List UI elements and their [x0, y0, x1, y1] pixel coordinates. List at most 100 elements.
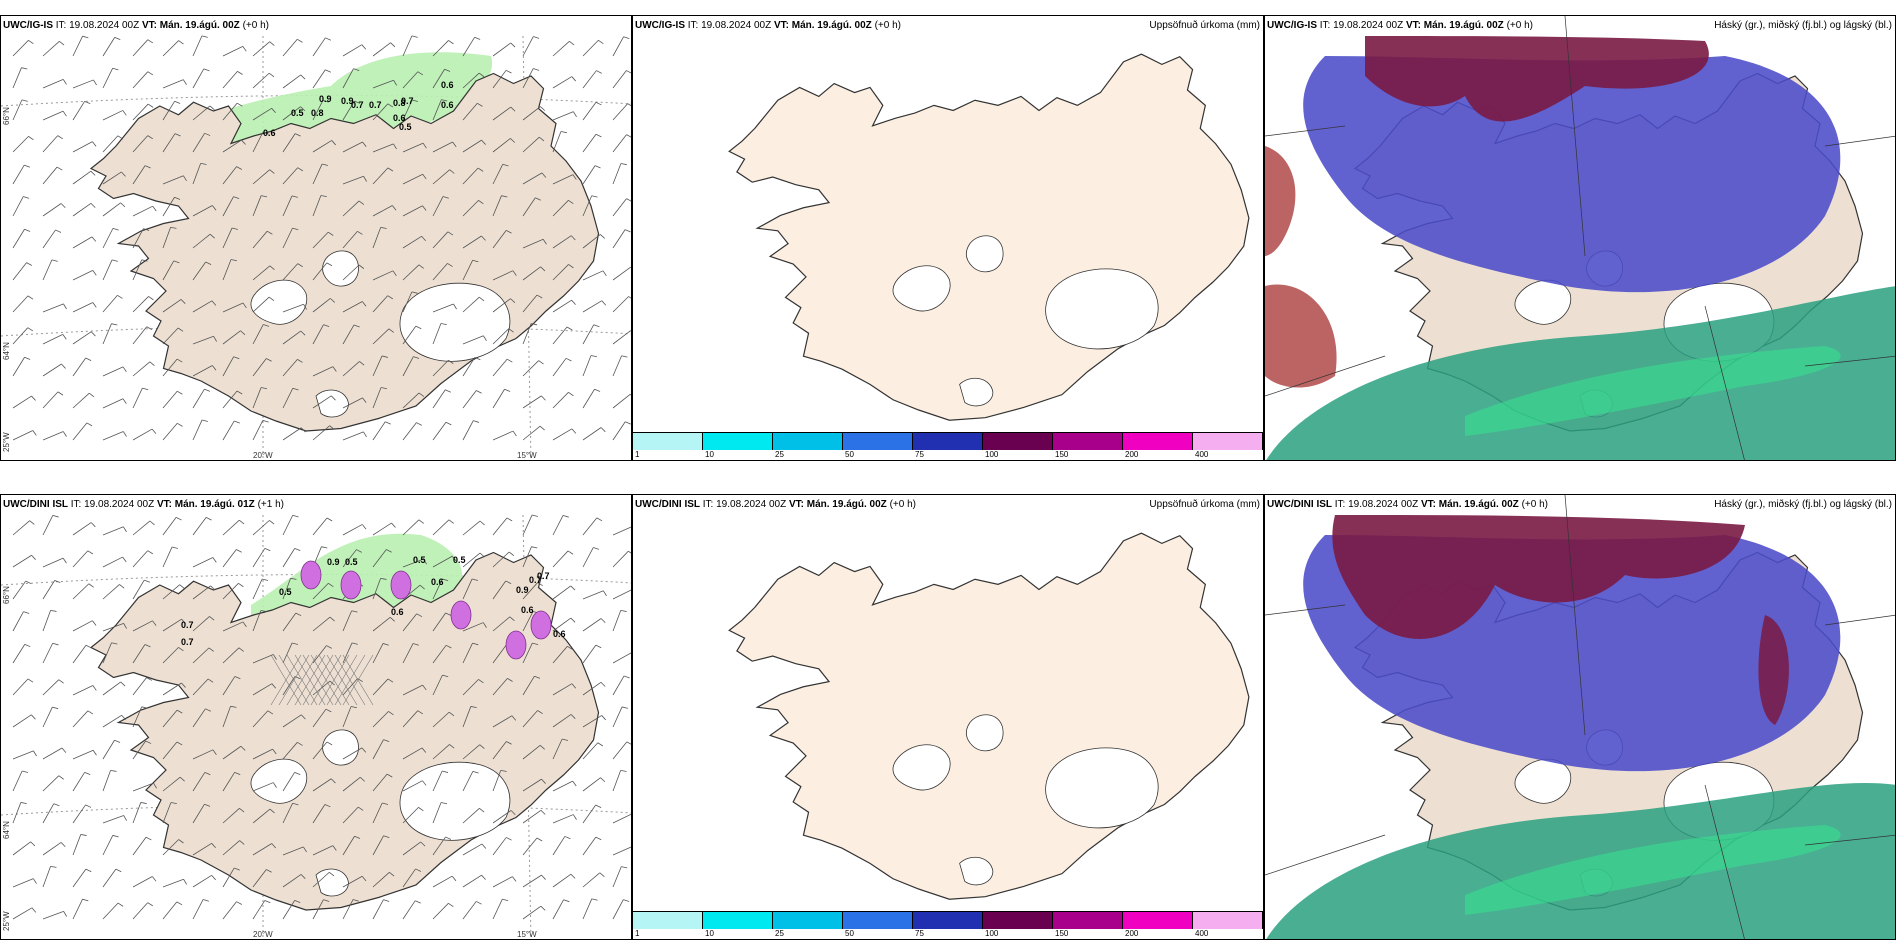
precip_panel-title: UWC/DINI ISL IT: 19.08.2024 00Z VT: Mán.…: [635, 499, 916, 510]
lon-label-25: 25°W: [2, 911, 11, 931]
vt-label: VT:: [1405, 20, 1421, 31]
colorbar-tick-label: 400: [1195, 450, 1209, 459]
valid-time: Mán. 19.ágú. 00Z: [791, 20, 872, 31]
wind-panel-row1: 0.6 0.5 0.8 0.9 0.9 0.7 0.7 0.8 0.6 0.7 0.5 0.6 0.6 6…: [0, 15, 632, 461]
precip-value-label: 0.9: [341, 96, 354, 106]
lead-time: (+0 h): [1521, 499, 1548, 510]
cloud-map: [1265, 16, 1895, 460]
cloud_panel-title: UWC/IG-IS IT: 19.08.2024 00Z VT: Mán. 19…: [1267, 20, 1533, 31]
precip-value-label: 0.5: [413, 555, 426, 565]
colorbar-swatch: [703, 912, 773, 929]
precip-colorbar: [633, 432, 1263, 450]
lat-label-66: 66°N: [633, 565, 635, 583]
lead-time: (+0 h): [242, 20, 269, 31]
precip_panel-title: UWC/IG-IS IT: 19.08.2024 00Z VT: Mán. 19…: [635, 20, 901, 31]
it-label: IT:: [1334, 499, 1346, 510]
lon-label-25: 25°W: [2, 432, 11, 452]
wind-map: 0.70.70.50.9 0.5 0.50.60.60.50.90.70.60.70…: [1, 514, 631, 939]
precip-value-label: 0.9: [327, 557, 340, 567]
precip-value-label: 0.7: [181, 620, 194, 630]
valid-time: Mán. 19.ágú. 00Z: [159, 20, 240, 31]
colorbar-tick-label: 150: [1055, 929, 1069, 938]
valid-time: Mán. 19.ágú. 00Z: [806, 499, 887, 510]
colorbar-tick-label: 25: [775, 929, 784, 938]
precip-map: 66°N 64°N: [633, 532, 1250, 900]
colorbar-swatch: [1193, 912, 1263, 929]
vt-label: VT:: [156, 499, 172, 510]
precip-panel-row1: 66°N 64°N 1 10 25 50 75 100 150 200 400 UWC/IG-IS I…: [632, 15, 1264, 461]
precip-value-label: 0.6: [393, 113, 406, 123]
it-label: IT:: [55, 20, 67, 31]
precip-value-label: 0.5: [399, 122, 412, 132]
lat-label-64: 64°N: [633, 795, 635, 813]
precip-value-label: 0.9: [516, 585, 529, 595]
precip-value-label: 0.7: [181, 637, 194, 647]
precip-value-label: 0.7: [529, 575, 542, 585]
precip-map: 66°N 64°N: [633, 53, 1250, 421]
colorbar-swatch: [773, 433, 843, 450]
it-label: IT:: [1319, 20, 1331, 31]
colorbar-tick-label: 150: [1055, 450, 1069, 459]
model-name: UWC/IG-IS: [1267, 20, 1317, 31]
init-time: 19.08.2024 00Z: [716, 499, 787, 510]
precip-value-label: 0.8: [393, 98, 406, 108]
valid-time: Mán. 19.ágú. 01Z: [174, 499, 255, 510]
colorbar-tick-label: 10: [705, 929, 714, 938]
cloud-map: [1265, 495, 1895, 939]
colorbar-swatch: [843, 912, 913, 929]
precip-value-label: 0.7: [369, 100, 382, 110]
vt-label: VT:: [773, 20, 789, 31]
colorbar-swatch: [913, 912, 983, 929]
field-title: Uppsöfnuð úrkoma (mm): [1149, 499, 1260, 510]
lon-label-15: 15°W: [517, 451, 537, 460]
lat-label-66: 66°N: [2, 586, 11, 604]
precip-value-label: 0.6: [441, 100, 454, 110]
init-time: 19.08.2024 00Z: [701, 20, 772, 31]
lead-time: (+0 h): [1506, 20, 1533, 31]
lon-label-20: 20°W: [253, 451, 273, 460]
colorbar-swatch: [843, 433, 913, 450]
colorbar-tick-label: 1: [635, 450, 640, 459]
vt-label: VT:: [1420, 499, 1436, 510]
precip-value-label: 0.6: [391, 607, 404, 617]
colorbar-swatch: [1123, 433, 1193, 450]
colorbar-tick-label: 10: [705, 450, 714, 459]
vt-label: VT:: [141, 20, 157, 31]
precip-colorbar: [633, 911, 1263, 929]
colorbar-tick-label: 75: [915, 929, 924, 938]
lat-label-64: 64°N: [2, 342, 11, 360]
init-time: 19.08.2024 00Z: [1333, 20, 1404, 31]
field-title: Háský (gr.), miðský (fj.bl.) og lágský (…: [1714, 499, 1892, 510]
valid-time: Mán. 19.ágú. 00Z: [1438, 499, 1519, 510]
colorbar-swatch: [1193, 433, 1263, 450]
lead-time: (+1 h): [257, 499, 284, 510]
colorbar-tick-label: 50: [845, 450, 854, 459]
precip-value-label: 0.5: [279, 587, 292, 597]
init-time: 19.08.2024 00Z: [84, 499, 155, 510]
model-name: UWC/IG-IS: [635, 20, 685, 31]
colorbar-swatch: [913, 433, 983, 450]
colorbar-swatch: [983, 433, 1053, 450]
precip-value-label: 0.5: [345, 557, 358, 567]
valid-time: Mán. 19.ágú. 00Z: [1423, 20, 1504, 31]
lead-time: (+0 h): [874, 20, 901, 31]
field-title: Háský (gr.), miðský (fj.bl.) og lágský (…: [1714, 20, 1892, 31]
wind-panel-row2: 0.7 0.7 0.5 0.9 0.5 0.5 0.6 0.6 0.5 0.9 0.7 0.6 0.7 0…: [0, 494, 632, 940]
lat-label-64: 64°N: [633, 316, 635, 334]
vt-label: VT:: [788, 499, 804, 510]
wind-map: 0.60.5 0.80.9 0.90.7 0.7 0.80.60.70.50.60.66…: [1, 35, 631, 460]
cloud-panel-row2: UWC/DINI ISL IT: 19.08.2024 00Z VT: Mán.…: [1264, 494, 1896, 940]
colorbar-swatch: [703, 433, 773, 450]
precip-value-label: 0.8: [311, 108, 324, 118]
colorbar-tick-label: 25: [775, 450, 784, 459]
lead-time: (+0 h): [889, 499, 916, 510]
init-time: 19.08.2024 00Z: [69, 20, 140, 31]
colorbar-tick-label: 1: [635, 929, 640, 938]
model-name: UWC/DINI ISL: [1267, 499, 1332, 510]
field-title: Uppsöfnuð úrkoma (mm): [1149, 20, 1260, 31]
colorbar-swatch: [1053, 433, 1123, 450]
precip-value-label: 0.6: [263, 128, 276, 138]
precip-value-label: 0.7: [537, 571, 550, 581]
precip-value-label: 0.6: [521, 605, 534, 615]
colorbar-swatch: [1123, 912, 1193, 929]
